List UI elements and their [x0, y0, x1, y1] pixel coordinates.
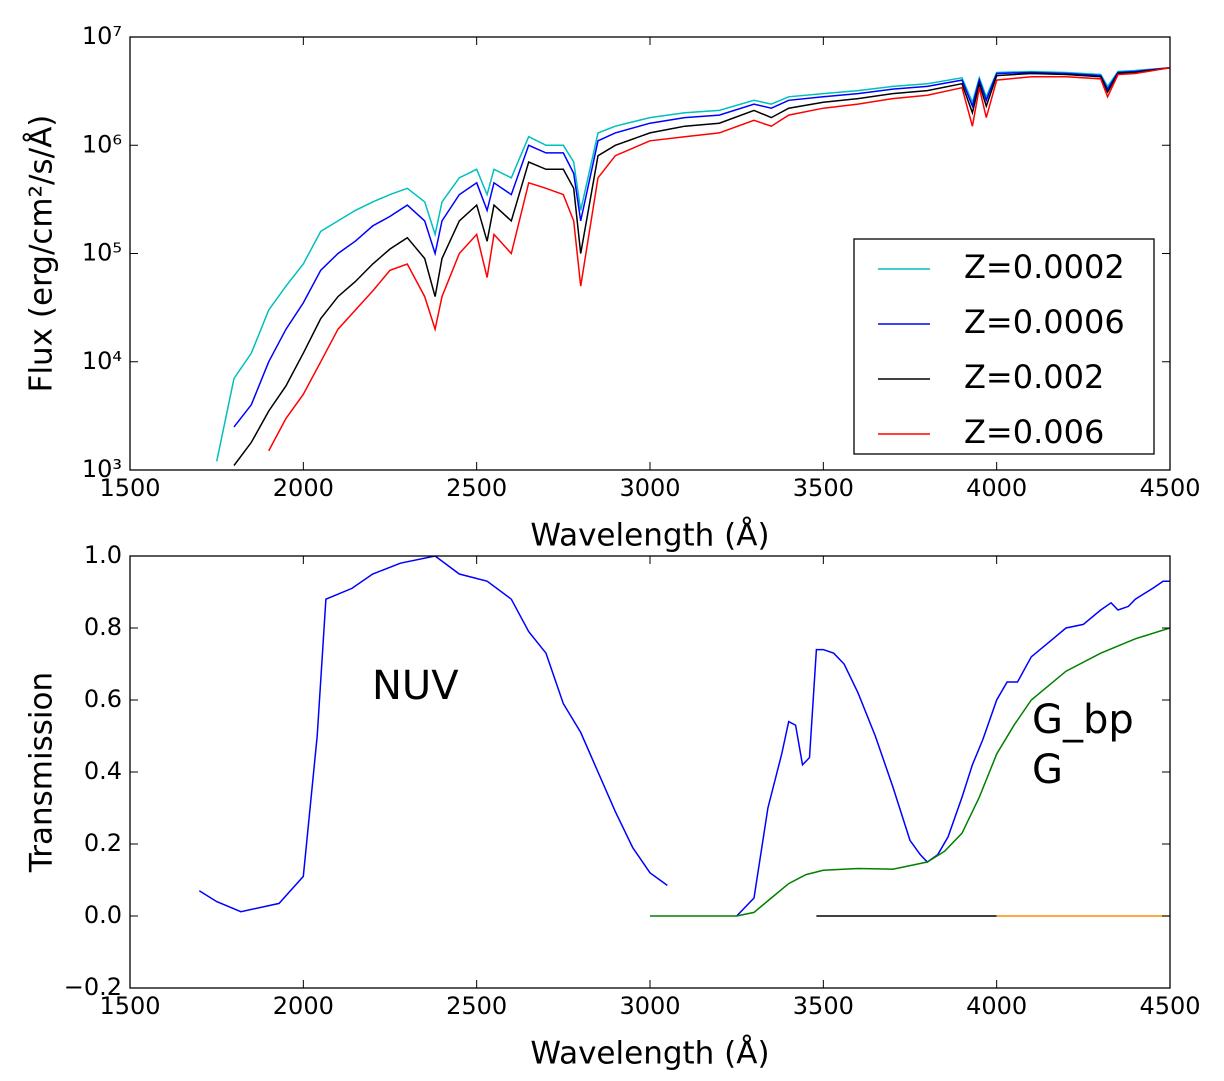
x-tick-label: 3000	[619, 474, 680, 502]
y-tick-label: 10⁷	[82, 22, 122, 50]
plot-area	[198, 556, 1170, 917]
series-line	[233, 66, 1170, 466]
y-tick-label: 1.0	[84, 541, 122, 569]
y-tick-label: 0.2	[84, 829, 122, 857]
series-line	[736, 580, 1170, 917]
plot-area	[215, 66, 1170, 466]
x-tick-label: 1500	[99, 474, 160, 502]
y-tick-label: 0.4	[84, 757, 122, 785]
y-tick-label: 10⁵	[82, 239, 122, 267]
x-tick-label: 2500	[446, 992, 507, 1020]
series-line	[233, 66, 1170, 428]
x-tick-label: 3500	[793, 474, 854, 502]
legend-label: Z=0.0006	[964, 303, 1125, 341]
axes-frame	[129, 555, 1171, 989]
series-line	[650, 627, 1170, 917]
legend-box	[853, 238, 1155, 455]
x-tick-label: 4500	[1139, 992, 1200, 1020]
x-tick-label: 4000	[966, 474, 1027, 502]
x-tick-label: 4000	[966, 992, 1027, 1020]
y-axis-label: Flux (erg/cm²/s/Å)	[24, 115, 60, 393]
x-tick-label: 2500	[446, 474, 507, 502]
annotation: NUV	[372, 663, 459, 709]
x-tick-label: 2000	[273, 474, 334, 502]
annotation: G_bp	[1032, 697, 1134, 743]
y-tick-label: −0.2	[64, 973, 122, 1001]
x-tick-label: 3500	[793, 992, 854, 1020]
y-tick-label: 10⁴	[82, 347, 122, 375]
series-line	[268, 66, 1170, 452]
x-tick-label: 4500	[1139, 474, 1200, 502]
y-tick-label: 10⁶	[82, 130, 122, 158]
legend-label: Z=0.0002	[964, 248, 1125, 286]
x-axis-label: Wavelength (Å)	[530, 518, 769, 554]
y-tick-label: 0.6	[84, 685, 122, 713]
annotation: G	[1032, 747, 1063, 793]
y-axis-label: Transmission	[24, 672, 60, 873]
x-axis-label: Wavelength (Å)	[530, 1036, 769, 1072]
legend-label: Z=0.006	[964, 413, 1104, 451]
y-tick-label: 0.8	[84, 613, 122, 641]
series-line	[215, 66, 1170, 462]
y-tick-label: 0.0	[84, 901, 122, 929]
x-tick-label: 2000	[273, 992, 334, 1020]
legend-label: Z=0.002	[964, 358, 1104, 396]
x-tick-label: 1500	[99, 992, 160, 1020]
y-tick-label: 10³	[82, 455, 122, 483]
series-line	[198, 556, 668, 913]
x-tick-label: 3000	[619, 992, 680, 1020]
